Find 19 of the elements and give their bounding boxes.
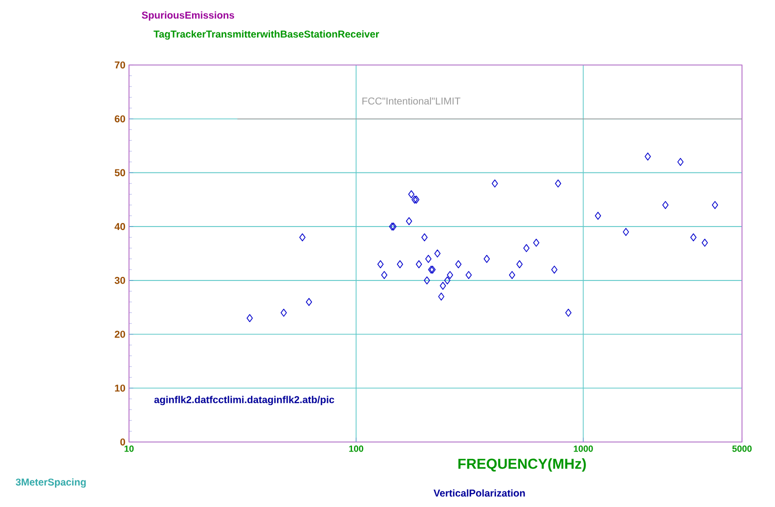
y-tick-label: 60: [114, 115, 126, 122]
x-tick-label: 5000: [732, 446, 752, 452]
chart-title: SpuriousEmissions: [142, 11, 234, 21]
y-tick-label: 10: [115, 384, 126, 392]
y-tick-label: 20: [114, 330, 126, 338]
series-label: FCC"Intentional"LIMIT: [362, 97, 460, 105]
text: VerticalPolarization: [434, 489, 525, 497]
x-tick-label: 10: [124, 446, 134, 452]
y-tick-label: 0: [120, 438, 126, 446]
text: 3MeterSpacing: [16, 478, 86, 488]
x-axis-title: FREQUENCY(MHz): [458, 458, 586, 472]
x-tick-label: 100: [349, 446, 364, 452]
x-tick-label: 1000: [574, 446, 593, 452]
annotation: aginflk2.datfcctlimi.dataginflk2.atb/pic: [154, 396, 334, 406]
chart-subtitle: TagTrackerTransmitterwithBaseStationReceiver: [154, 30, 380, 40]
y-tick-label: 70: [114, 61, 126, 69]
y-tick-label: 50: [114, 169, 126, 176]
y-tick-label: 30: [114, 276, 126, 284]
y-tick-label: 40: [114, 223, 126, 230]
